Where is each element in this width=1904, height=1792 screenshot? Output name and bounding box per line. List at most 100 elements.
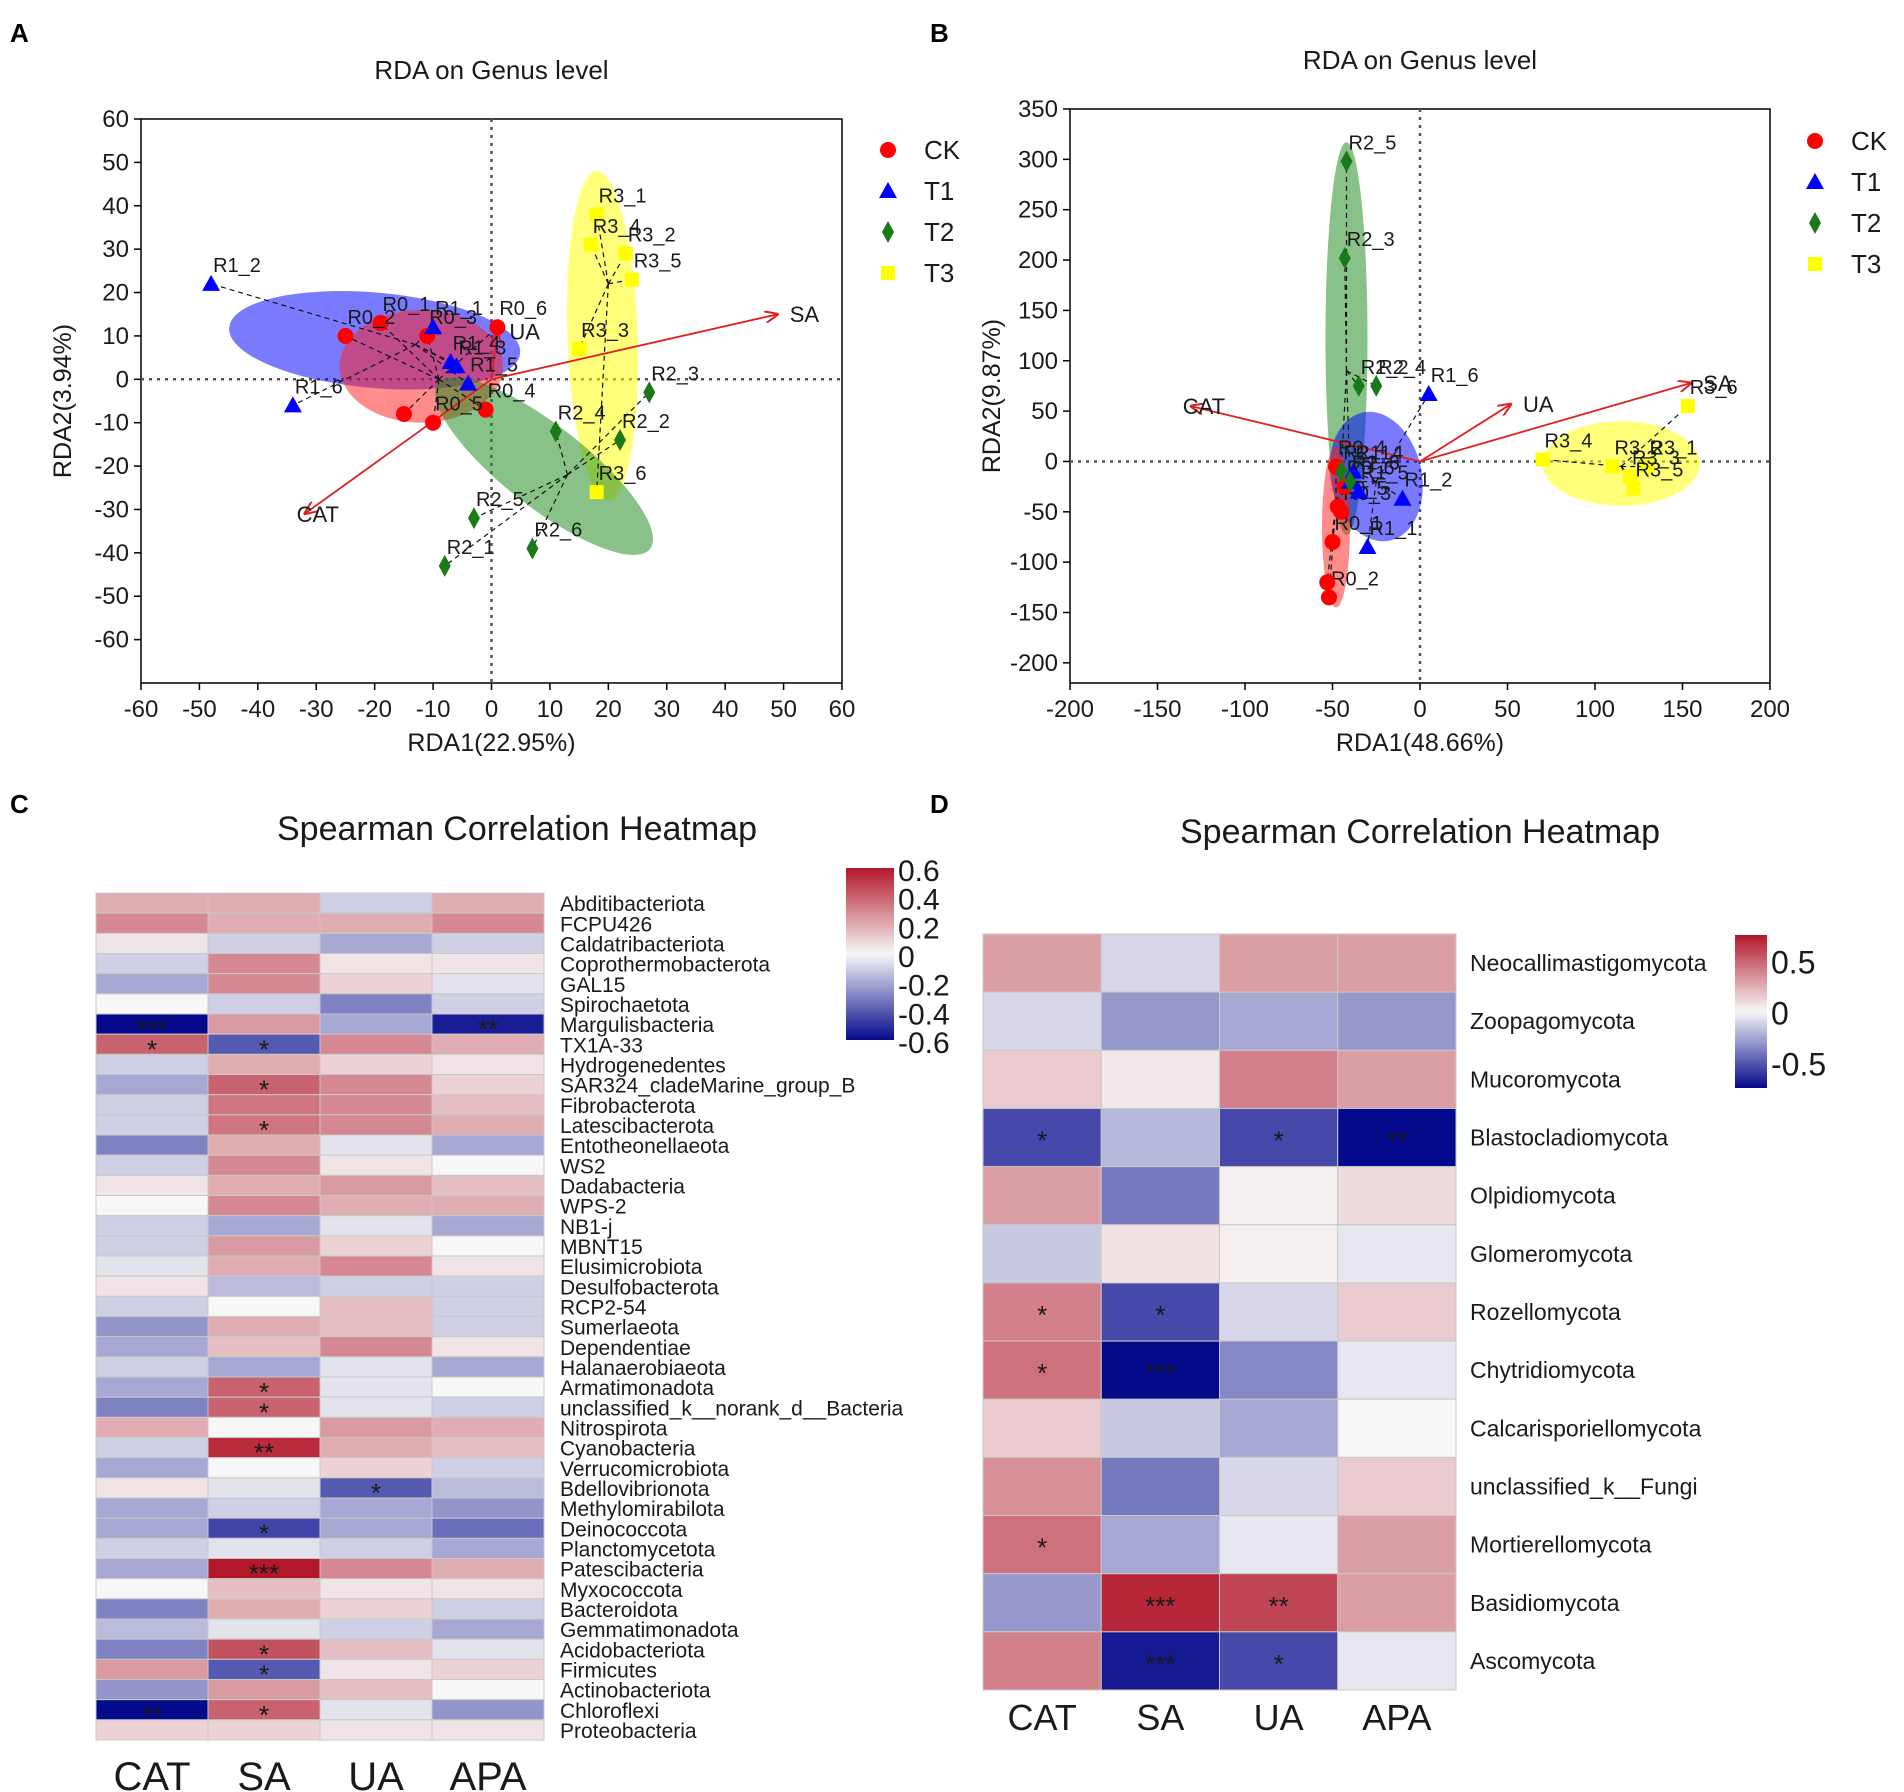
row-label: Neocallimastigomycota <box>1470 950 1707 976</box>
heatmap-cell <box>319 1618 433 1640</box>
heatmap-cell <box>1100 1049 1220 1109</box>
env-arrow-ua <box>1419 404 1511 463</box>
chart-title: RDA on Genus level <box>1303 45 1537 75</box>
spider-line <box>578 283 609 350</box>
heatmap-cell <box>319 1638 433 1660</box>
row-label: GAL15 <box>560 974 625 997</box>
heatmap-cell <box>207 1094 321 1116</box>
heatmap-cell <box>207 892 321 914</box>
significance-stars: ** <box>1387 1126 1407 1156</box>
env-arrow-cat <box>305 378 493 513</box>
heatmap-cell <box>95 1719 209 1741</box>
point-label: R3_4 <box>1545 430 1593 452</box>
spider-line <box>590 244 609 285</box>
x-tick-label: -10 <box>416 696 451 723</box>
point-t3 <box>1640 459 1655 474</box>
colorbar-tick-label: 0.5 <box>1771 945 1815 981</box>
heatmap-cell <box>207 1295 321 1318</box>
heatmap-cell <box>95 1094 209 1116</box>
confidence-ellipse-t2 <box>435 377 654 555</box>
spider-line <box>415 344 451 363</box>
column-label: APA <box>449 1755 526 1792</box>
row-label: Sumerlaeota <box>560 1317 679 1340</box>
heatmap-cell <box>1337 1631 1457 1691</box>
panel-letter-d: D <box>930 789 949 819</box>
heatmap-cell <box>982 1282 1102 1342</box>
heatmap-cell <box>431 1638 545 1660</box>
heatmap-cell <box>431 1497 545 1519</box>
row-label: Mortierellomycota <box>1470 1532 1652 1558</box>
heatmap-cell <box>1100 1166 1220 1226</box>
x-tick-label: 0 <box>1413 696 1426 723</box>
heatmap-cell <box>982 1107 1102 1168</box>
heatmap-cell <box>319 1376 433 1398</box>
colorbar <box>1735 935 1767 1088</box>
y-tick-label: 60 <box>102 106 129 133</box>
significance-stars: * <box>259 1397 269 1427</box>
heatmap-cell <box>95 1437 209 1459</box>
heatmap-cell <box>319 1699 433 1721</box>
heatmap-cell <box>319 1114 433 1136</box>
heatmap-cell <box>1337 933 1457 993</box>
heatmap-cell <box>95 912 209 934</box>
heatmap-cell <box>319 1134 433 1156</box>
point-t1 <box>202 274 221 291</box>
env-arrow-label: SA <box>790 302 820 327</box>
heatmap-cell <box>319 973 433 995</box>
heatmap-cell <box>207 1195 321 1217</box>
heatmap-cell <box>207 953 321 975</box>
spider-line <box>345 335 440 380</box>
point-label: R1_3 <box>1352 453 1400 475</box>
row-label: Abditibacteriota <box>560 893 705 916</box>
heatmap-cell <box>319 1598 433 1620</box>
heatmap-cell <box>319 1033 433 1055</box>
spider-line <box>1346 370 1360 387</box>
row-label: Bdellovibrionota <box>560 1478 710 1501</box>
point-ck <box>477 401 494 418</box>
heatmap-cell <box>431 953 545 975</box>
spider-line <box>1345 370 1351 482</box>
confidence-ellipse-t1 <box>1329 411 1423 542</box>
point-label: R3_6 <box>1690 377 1738 399</box>
heatmap-cell <box>1337 991 1457 1051</box>
heatmap-cell <box>319 1396 433 1418</box>
heatmap-cell <box>1337 1340 1457 1400</box>
heatmap-cell <box>207 1679 321 1701</box>
significance-stars: * <box>147 1034 157 1064</box>
y-tick-label: -150 <box>1010 600 1058 627</box>
heatmap-cell <box>319 1679 433 1701</box>
row-label: Margulisbacteria <box>560 1014 714 1037</box>
heatmap-title: Spearman Correlation Heatmap <box>277 810 757 848</box>
spider-line <box>1366 481 1377 548</box>
point-label: R3_2 <box>1615 437 1663 459</box>
significance-stars: * <box>259 1659 269 1689</box>
panel-letter-a: A <box>10 18 29 48</box>
heatmap-cell <box>1219 1398 1339 1458</box>
heatmap-cell <box>207 1316 321 1338</box>
row-label: unclassified_k__Fungi <box>1470 1473 1698 1499</box>
heatmap-cell <box>1219 1107 1339 1168</box>
point-label: R0_5 <box>435 394 483 416</box>
y-tick-label: 100 <box>1018 348 1058 375</box>
heatmap-cell <box>319 1356 433 1378</box>
heatmap-cell <box>431 1658 545 1681</box>
heatmap-cell <box>207 1578 321 1600</box>
y-tick-label: -50 <box>94 583 129 610</box>
heatmap-cell <box>95 1537 209 1560</box>
heatmap-cell <box>207 1174 321 1197</box>
heatmap-cell <box>95 1154 209 1176</box>
heatmap-cell <box>431 1558 545 1580</box>
env-arrow-label: CAT <box>297 502 339 527</box>
significance-stars: * <box>1274 1126 1284 1156</box>
row-label: Actinobacteriota <box>560 1680 711 1703</box>
heatmap-cell <box>319 1074 433 1096</box>
heatmap-cell <box>319 932 433 954</box>
spider-line <box>473 474 568 519</box>
heatmap-cell <box>319 1316 433 1338</box>
x-tick-label: 30 <box>653 696 680 723</box>
heatmap-cell <box>319 1275 433 1297</box>
row-label: Planctomycetota <box>560 1538 716 1561</box>
heatmap-cell <box>1219 1166 1339 1226</box>
row-label: Desulfobacterota <box>560 1276 719 1299</box>
significance-stars: * <box>1037 1126 1047 1156</box>
